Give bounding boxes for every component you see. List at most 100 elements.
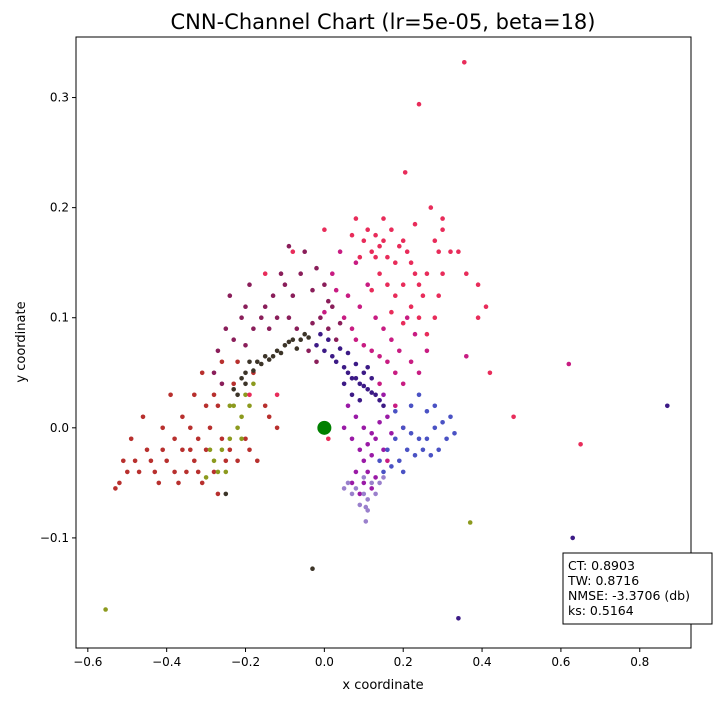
data-point (219, 381, 225, 387)
data-point (440, 227, 445, 232)
data-point (330, 304, 335, 310)
data-point (385, 359, 390, 365)
data-point (397, 348, 402, 354)
data-point (227, 436, 233, 442)
data-point (172, 436, 177, 442)
data-point (432, 315, 438, 321)
data-point (326, 337, 331, 343)
data-point (369, 390, 375, 395)
data-point (436, 293, 442, 299)
data-point (211, 458, 217, 464)
data-point (286, 339, 292, 345)
data-point (402, 170, 408, 175)
data-point (345, 480, 351, 486)
data-point (286, 243, 292, 249)
data-point (314, 343, 319, 348)
data-point (357, 491, 363, 497)
data-point (349, 326, 355, 332)
data-point (416, 101, 422, 107)
data-point (464, 271, 469, 277)
data-point (385, 282, 390, 288)
data-point (369, 453, 375, 458)
data-point (298, 337, 304, 343)
data-point (578, 442, 583, 447)
stats-tw: TW: 0.8716 (567, 573, 639, 588)
data-point (192, 458, 197, 464)
x-tick-label: −0.4 (152, 655, 181, 669)
data-point (487, 370, 493, 376)
data-point (440, 216, 445, 221)
data-point (322, 282, 327, 288)
data-point (385, 458, 390, 464)
data-point (377, 458, 382, 464)
data-point (462, 60, 467, 65)
data-point (333, 287, 339, 293)
data-point (290, 249, 296, 254)
data-point (251, 326, 256, 332)
data-point (318, 331, 323, 337)
data-point (377, 354, 382, 359)
data-point (393, 403, 398, 409)
data-point (424, 409, 430, 414)
data-point (227, 403, 233, 409)
data-point (337, 249, 343, 254)
data-point (266, 357, 272, 362)
data-point (322, 309, 327, 315)
data-point (199, 480, 205, 486)
data-point (363, 519, 369, 524)
data-point (180, 414, 185, 420)
data-point (389, 337, 394, 343)
data-point (330, 354, 335, 359)
data-point (404, 249, 410, 254)
data-point (345, 293, 351, 299)
stats-box-frame (562, 552, 713, 625)
data-point (369, 376, 375, 381)
data-point (231, 381, 236, 387)
data-point (349, 376, 355, 381)
data-point (361, 458, 367, 464)
data-point (251, 368, 256, 373)
data-point (203, 403, 209, 409)
data-point (357, 447, 363, 453)
data-point (326, 298, 331, 304)
data-point (452, 431, 457, 436)
data-point (349, 232, 355, 238)
data-point (282, 343, 288, 348)
data-point (475, 282, 481, 288)
data-point (373, 491, 378, 497)
data-point (239, 315, 244, 321)
data-point (310, 287, 315, 293)
data-point (408, 304, 414, 310)
data-point (381, 447, 386, 453)
data-point (381, 403, 386, 409)
data-point (294, 326, 300, 332)
data-point (404, 447, 410, 453)
data-point (365, 387, 371, 392)
data-point (322, 348, 327, 354)
data-point (448, 414, 453, 420)
x-tick-label: 0.8 (630, 655, 649, 669)
data-point (408, 359, 414, 365)
data-point (254, 359, 260, 365)
data-point (274, 348, 280, 354)
data-point (306, 348, 311, 354)
data-point (113, 486, 118, 491)
data-point (349, 491, 355, 497)
data-point (235, 359, 240, 365)
data-point (262, 354, 268, 359)
data-point (235, 458, 240, 464)
data-point (456, 249, 461, 254)
data-point (121, 458, 126, 464)
data-point (373, 475, 378, 480)
data-point (353, 469, 359, 475)
data-point (361, 480, 367, 486)
data-point (306, 335, 311, 340)
data-point (314, 359, 319, 365)
data-point (103, 607, 108, 612)
data-point (369, 348, 375, 354)
data-point (444, 436, 449, 442)
data-point (207, 447, 213, 453)
data-point (357, 502, 363, 508)
data-point (448, 249, 453, 254)
